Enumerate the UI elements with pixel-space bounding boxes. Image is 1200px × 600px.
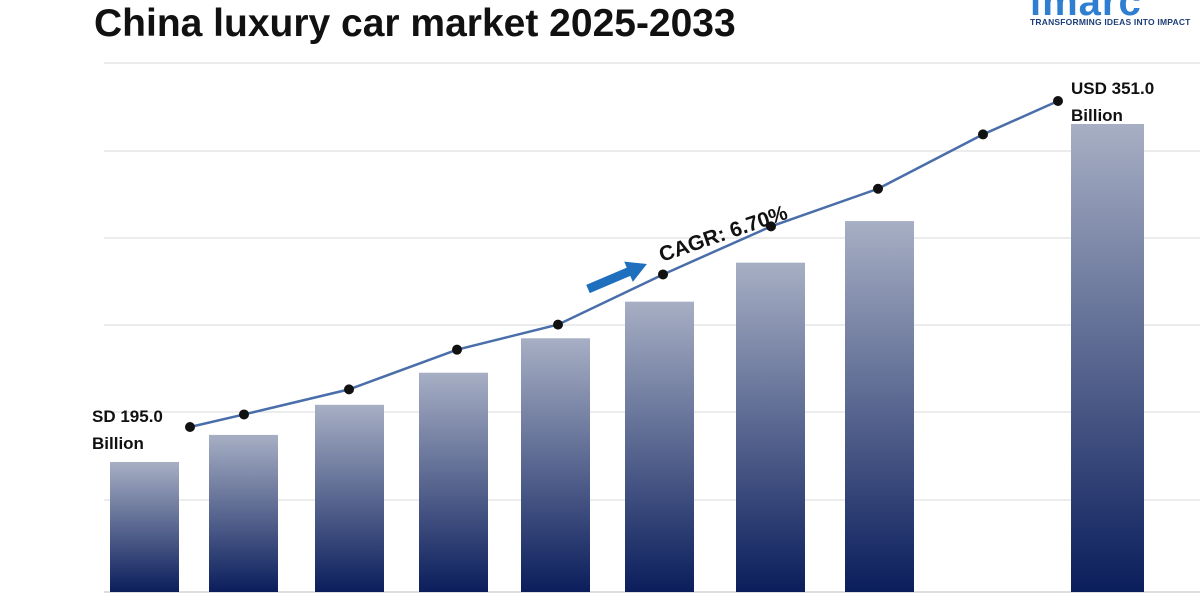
cagr-arrow — [586, 261, 647, 294]
trend-point-1 — [239, 409, 249, 420]
bar-2028 — [419, 372, 488, 592]
cagr-label: CAGR: 6.70% — [656, 201, 791, 267]
trend-point-3 — [452, 344, 462, 355]
bar-2027 — [315, 404, 384, 592]
trend-point-2 — [344, 384, 354, 395]
trend-point-7 — [873, 183, 883, 194]
trend-polyline — [189, 99, 1059, 429]
trend-point-8 — [978, 129, 988, 140]
trend-line — [189, 99, 1059, 429]
bar-2033 — [1071, 124, 1144, 592]
bar-2032 — [845, 221, 914, 593]
trend-point-6 — [766, 221, 776, 232]
bar-2026 — [209, 434, 278, 592]
bar-2031 — [736, 262, 805, 592]
bar-2029 — [521, 338, 590, 592]
end-value-label-line2: Billion — [1071, 106, 1123, 125]
bars — [110, 124, 1144, 593]
start-value-label-line1: SD 195.0 — [92, 407, 163, 426]
chart-title: China luxury car market 2025-2033 — [94, 2, 736, 45]
logo-wordmark: imarc — [1030, 0, 1142, 24]
trend-point-0 — [185, 422, 195, 432]
imarc-logo: imarc TRANSFORMING IDEAS INTO IMPACT — [1018, 0, 1200, 32]
trend-points — [185, 96, 1063, 432]
trend-point-9 — [1053, 96, 1063, 106]
logo-tagline: TRANSFORMING IDEAS INTO IMPACT — [1030, 17, 1191, 27]
bar-2025 — [110, 462, 179, 592]
trend-point-4 — [553, 319, 563, 330]
bar-2030 — [625, 301, 694, 592]
trend-point-5 — [658, 269, 668, 280]
start-value-label-line2: Billion — [92, 434, 144, 453]
end-value-label-line1: USD 351.0 — [1071, 79, 1154, 98]
